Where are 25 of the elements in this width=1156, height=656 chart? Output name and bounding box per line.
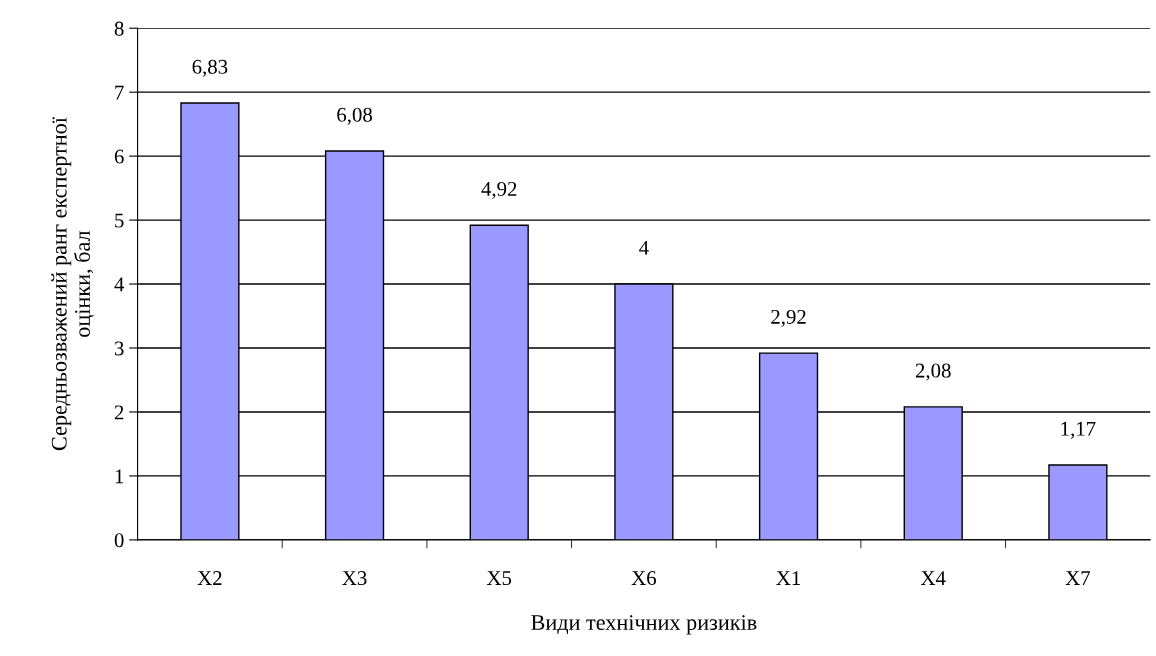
y-tick-label: 7 [115,85,124,100]
y-axis-title: Середньозважений ранг експертної оцінки, бал [51,117,95,451]
x-tick-label: X6 [631,571,656,586]
y-tick-label: 6 [114,149,124,164]
y-tick-label: 8 [114,21,124,36]
data-label: 1,17 [1061,421,1096,439]
y-tick-label: 4 [114,277,125,292]
x-tick-label: X4 [920,571,946,585]
data-label: 6,08 [337,107,372,125]
y-tick-label: 5 [115,213,124,228]
data-label: 4,92 [481,181,517,199]
data-label: 4 [639,240,649,255]
x-axis-title: Види технічних ризиків [531,615,757,635]
x-tick-label: X5 [486,571,512,586]
y-tick-label: 2 [114,405,124,420]
data-label: 6,83 [192,59,228,77]
x-tick-label: X3 [342,571,367,586]
data-label: 2,08 [915,363,951,381]
x-tick-label: X1 [776,571,801,585]
x-tick-label: X2 [197,571,222,585]
data-label: 2,92 [771,309,806,327]
y-tick-label: 1 [115,469,124,484]
y-tick-label: 3 [114,341,124,356]
x-tick-label: X7 [1065,571,1091,585]
y-tick-label: 0 [114,533,124,548]
